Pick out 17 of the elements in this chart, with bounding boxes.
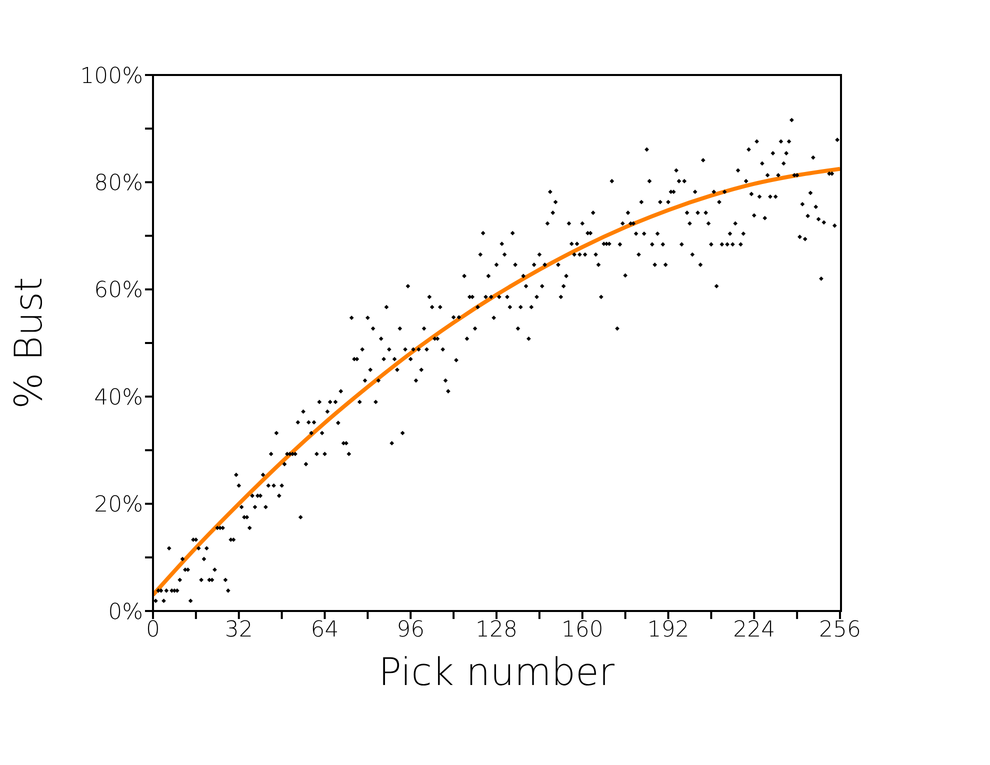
x-tick-label: 256: [819, 618, 861, 643]
y-axis-title: % Bust: [6, 277, 50, 409]
y-tick-label: 40%: [94, 385, 143, 410]
x-tick-label: 192: [647, 618, 690, 643]
y-tick-label: 20%: [94, 492, 143, 518]
x-axis-title: Pick number: [378, 650, 615, 694]
y-tick-label: 80%: [94, 171, 143, 196]
y-tick-label: 100%: [80, 64, 143, 89]
x-tick-label: 96: [396, 618, 425, 643]
x-tick-label: 0: [146, 618, 160, 643]
x-tick-label: 64: [310, 618, 339, 643]
x-tick-label: 160: [561, 618, 604, 643]
x-tick-label: 32: [224, 618, 253, 643]
x-tick-label: 128: [476, 618, 518, 643]
x-tick-label: 224: [733, 618, 776, 643]
y-tick-label: 0%: [108, 600, 143, 625]
y-tick-label: 60%: [94, 278, 143, 304]
